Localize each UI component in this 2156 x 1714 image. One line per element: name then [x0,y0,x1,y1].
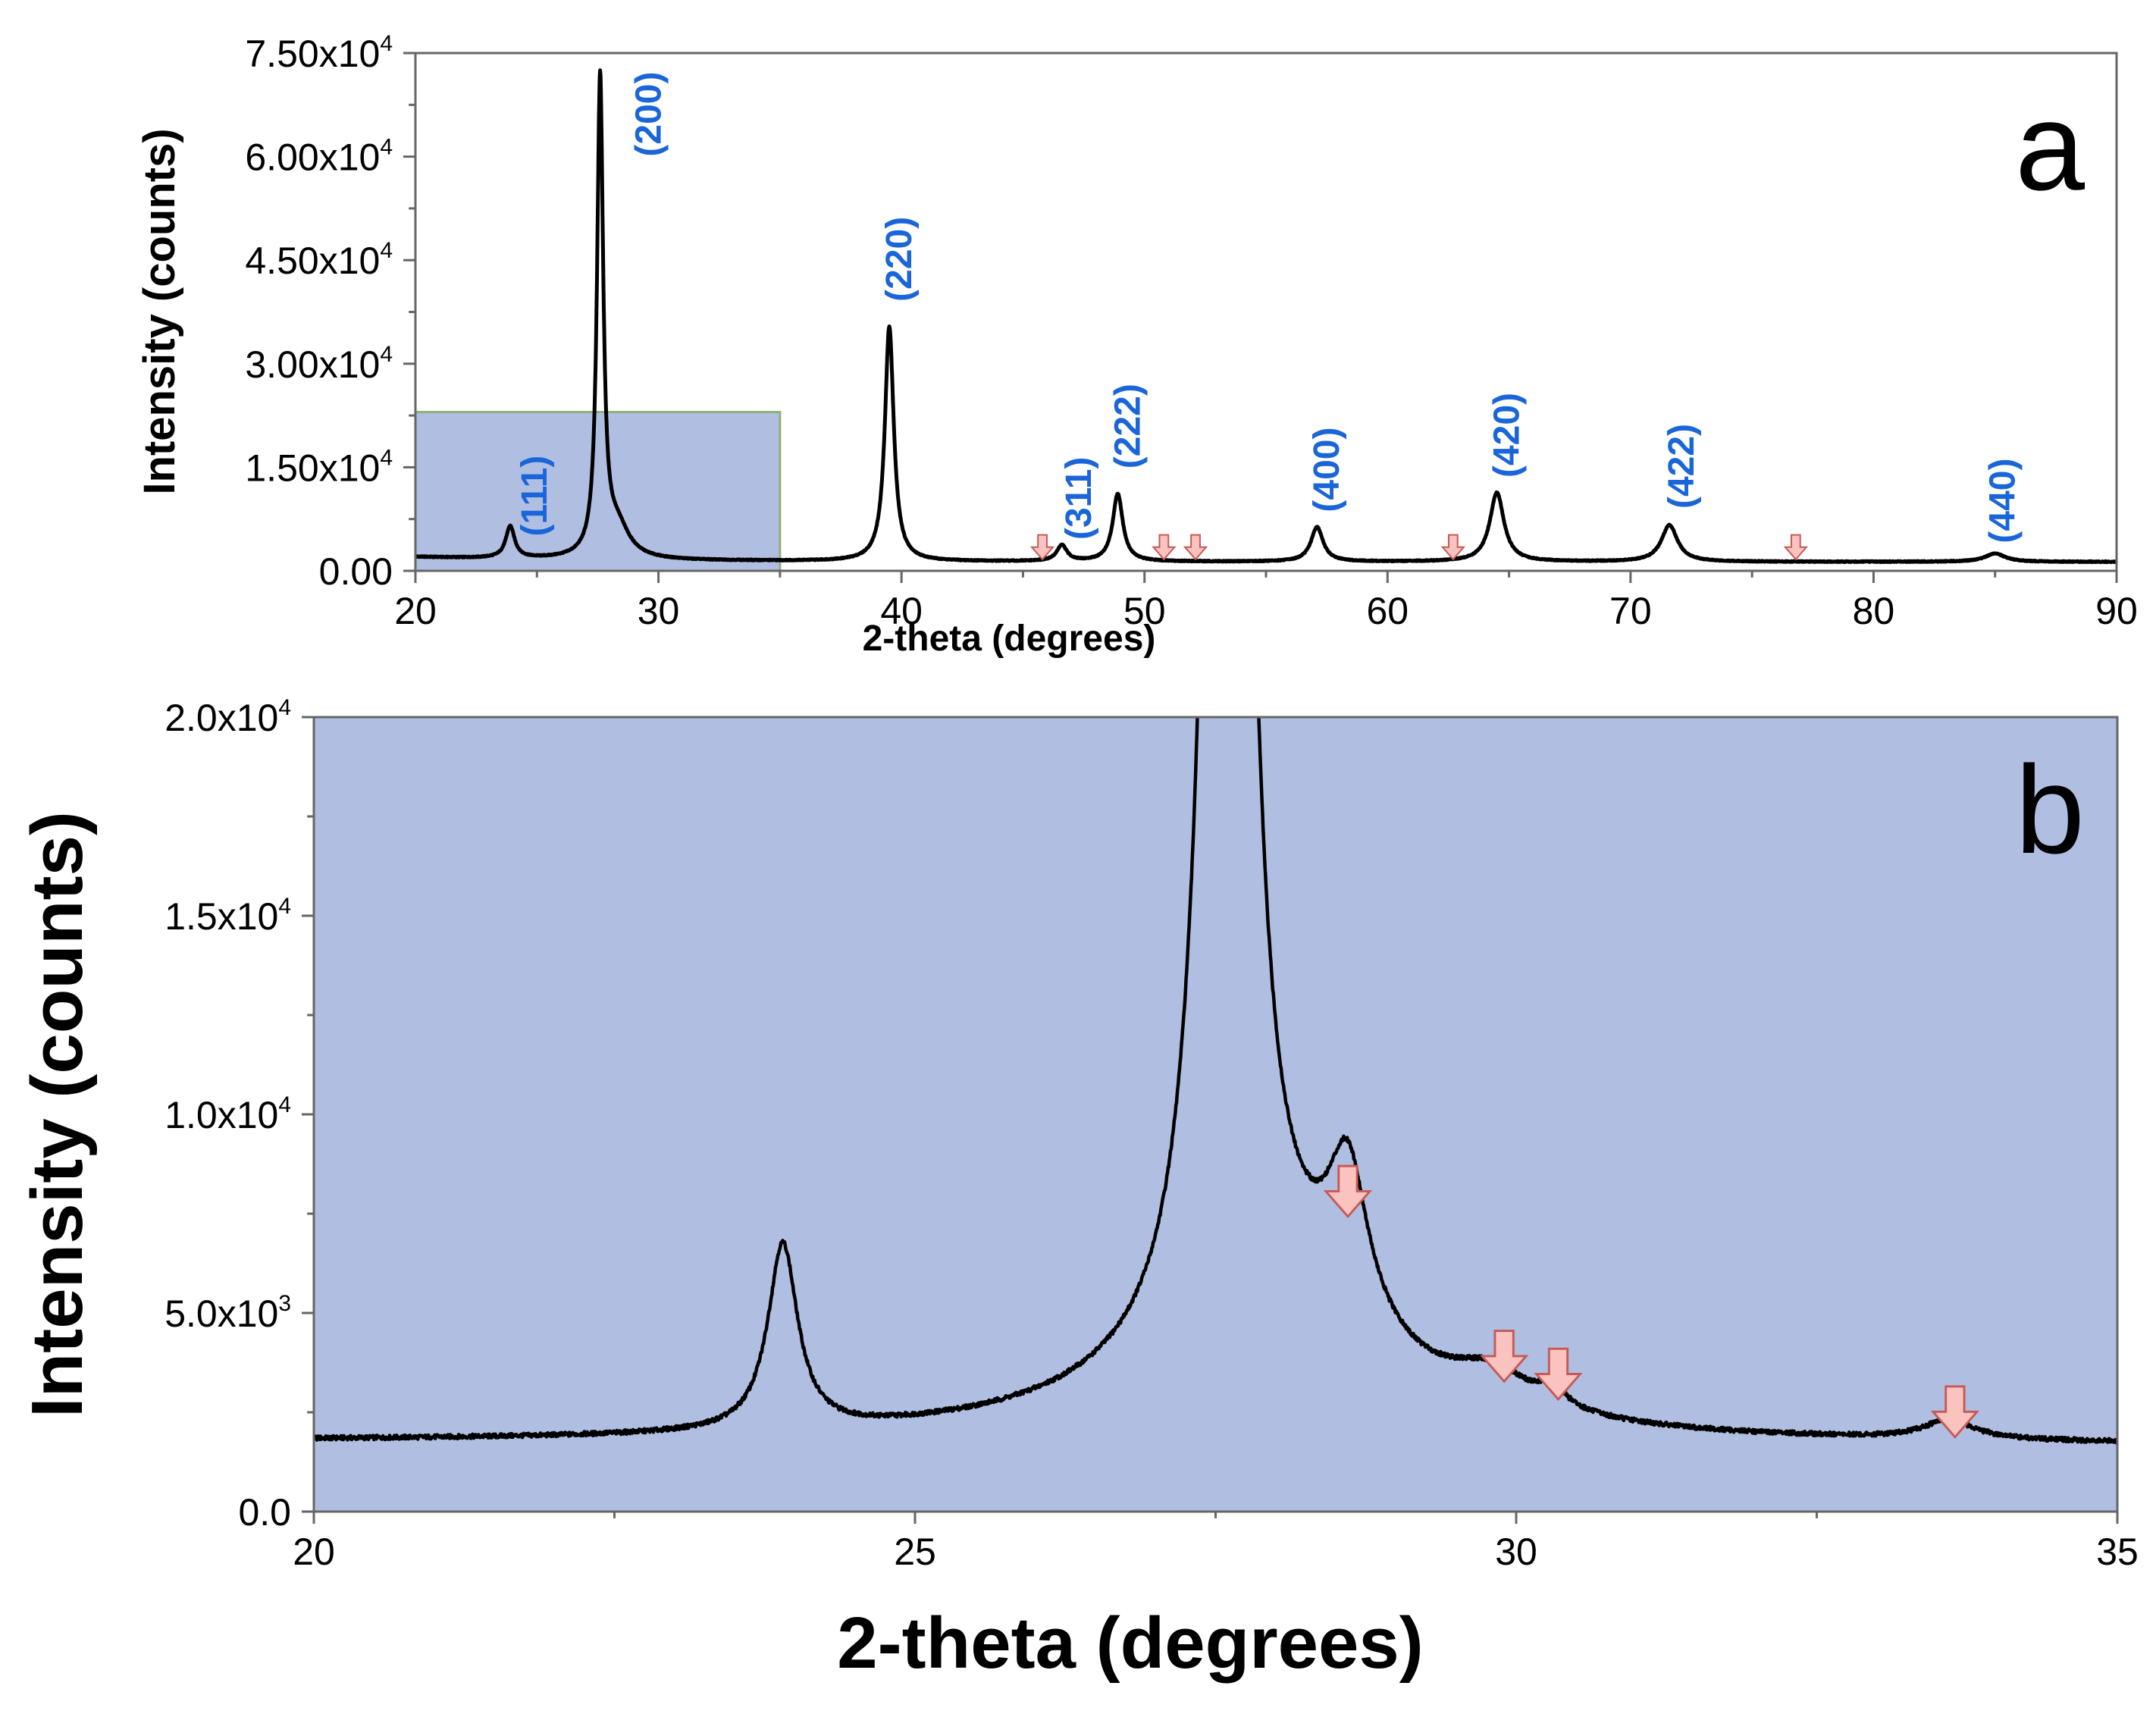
impurity-arrow [1479,1330,1529,1383]
panel-b-impurity-arrows [1323,1164,1980,1439]
panel-a-diffraction-trace [413,68,2118,565]
x-tick-label: 30 [638,590,680,632]
y-tick-label: 1.0x104 [165,1092,291,1136]
impurity-arrow [1534,1347,1583,1402]
reflection-label: (311) [1059,457,1099,540]
impurity-arrow [1152,534,1177,561]
x-tick-label: 30 [1495,1531,1537,1573]
panel-a-frame [414,52,2118,572]
y-tick-label: 1.50x104 [245,445,393,489]
x-tick-label: 40 [880,590,923,632]
y-tick-label: 5.0x103 [165,1291,291,1335]
panel-b-letter: b [2015,740,2085,879]
panel-b-y-ticks: 0.0 5.0x103 1.0x104 1.5x104 2.0x104 [165,695,314,1534]
x-tick-label: 70 [1609,590,1652,632]
panel-a-impurity-arrows [1029,534,1809,561]
panel-a-y-axis-title: Intensity (counts) [135,128,184,494]
panel-b-zoom-region [314,717,2117,1512]
y-tick-label: 1.5x104 [165,894,291,938]
impurity-arrow [1323,1164,1373,1219]
y-tick-label: 0.00 [319,550,393,593]
reflection-label: (422) [1662,424,1702,509]
panel-b-diffraction-trace [314,717,2117,1445]
y-tick-label: 6.00x104 [245,135,393,179]
panel-a-x-axis-title: 2-theta (degrees) [863,619,1156,659]
x-tick-label: 25 [894,1531,936,1573]
reflection-label: (222) [1108,384,1148,468]
reflection-label: (220) [879,217,920,302]
y-tick-label: 2.0x104 [165,695,291,739]
panel-a-letter: a [2015,77,2085,216]
x-tick-label: 80 [1853,590,1895,632]
x-tick-label: 60 [1366,590,1409,632]
panel-b-y-axis-title: Intensity (counts) [17,811,98,1418]
y-tick-label: 4.50x104 [245,238,393,282]
x-tick-label: 20 [394,590,437,632]
impurity-arrow [1183,534,1208,561]
reflection-label: (111) [515,456,555,537]
panel-a: 20 30 40 50 60 70 80 90 0.00 1.50x104 3.00x104 4.5… [135,31,2138,659]
impurity-arrow [1440,534,1466,561]
x-tick-label: 35 [2096,1531,2139,1573]
impurity-arrow [1930,1385,1980,1439]
reflection-label: (200) [629,72,669,157]
reflection-label: (400) [1307,428,1347,512]
panel-b-x-ticks: 20 25 30 35 [293,1512,2139,1573]
x-tick-label: 50 [1123,590,1166,632]
y-tick-label: 3.00x104 [245,342,393,386]
reflection-label: (420) [1487,393,1527,478]
panel-a-y-ticks: 0.00 1.50x104 3.00x104 4.50x104 6.00x104 7.50… [245,31,415,593]
panel-b-frame [312,716,2119,1513]
y-tick-label: 7.50x104 [245,31,393,75]
panel-a-reflection-labels: (111) (200) (220) (311)(222) (400) (420) (422)… [515,72,2023,544]
impurity-arrow [1029,534,1055,561]
panel-a-zoom-region [414,411,782,572]
x-tick-label: 90 [2095,590,2138,632]
reflection-label: (440) [1982,459,2023,544]
y-tick-label: 0.0 [238,1491,291,1534]
x-tick-label: 20 [293,1531,335,1573]
panel-a-x-ticks: 20 30 40 50 60 70 80 90 [394,571,2138,632]
panel-b-x-axis-title: 2-theta (degrees) [837,1603,1424,1684]
panel-b: 20 25 30 35 0.0 5.0x103 1.0x104 1.5x104 2.0x104… [17,695,2139,1684]
impurity-arrow [1783,534,1809,561]
